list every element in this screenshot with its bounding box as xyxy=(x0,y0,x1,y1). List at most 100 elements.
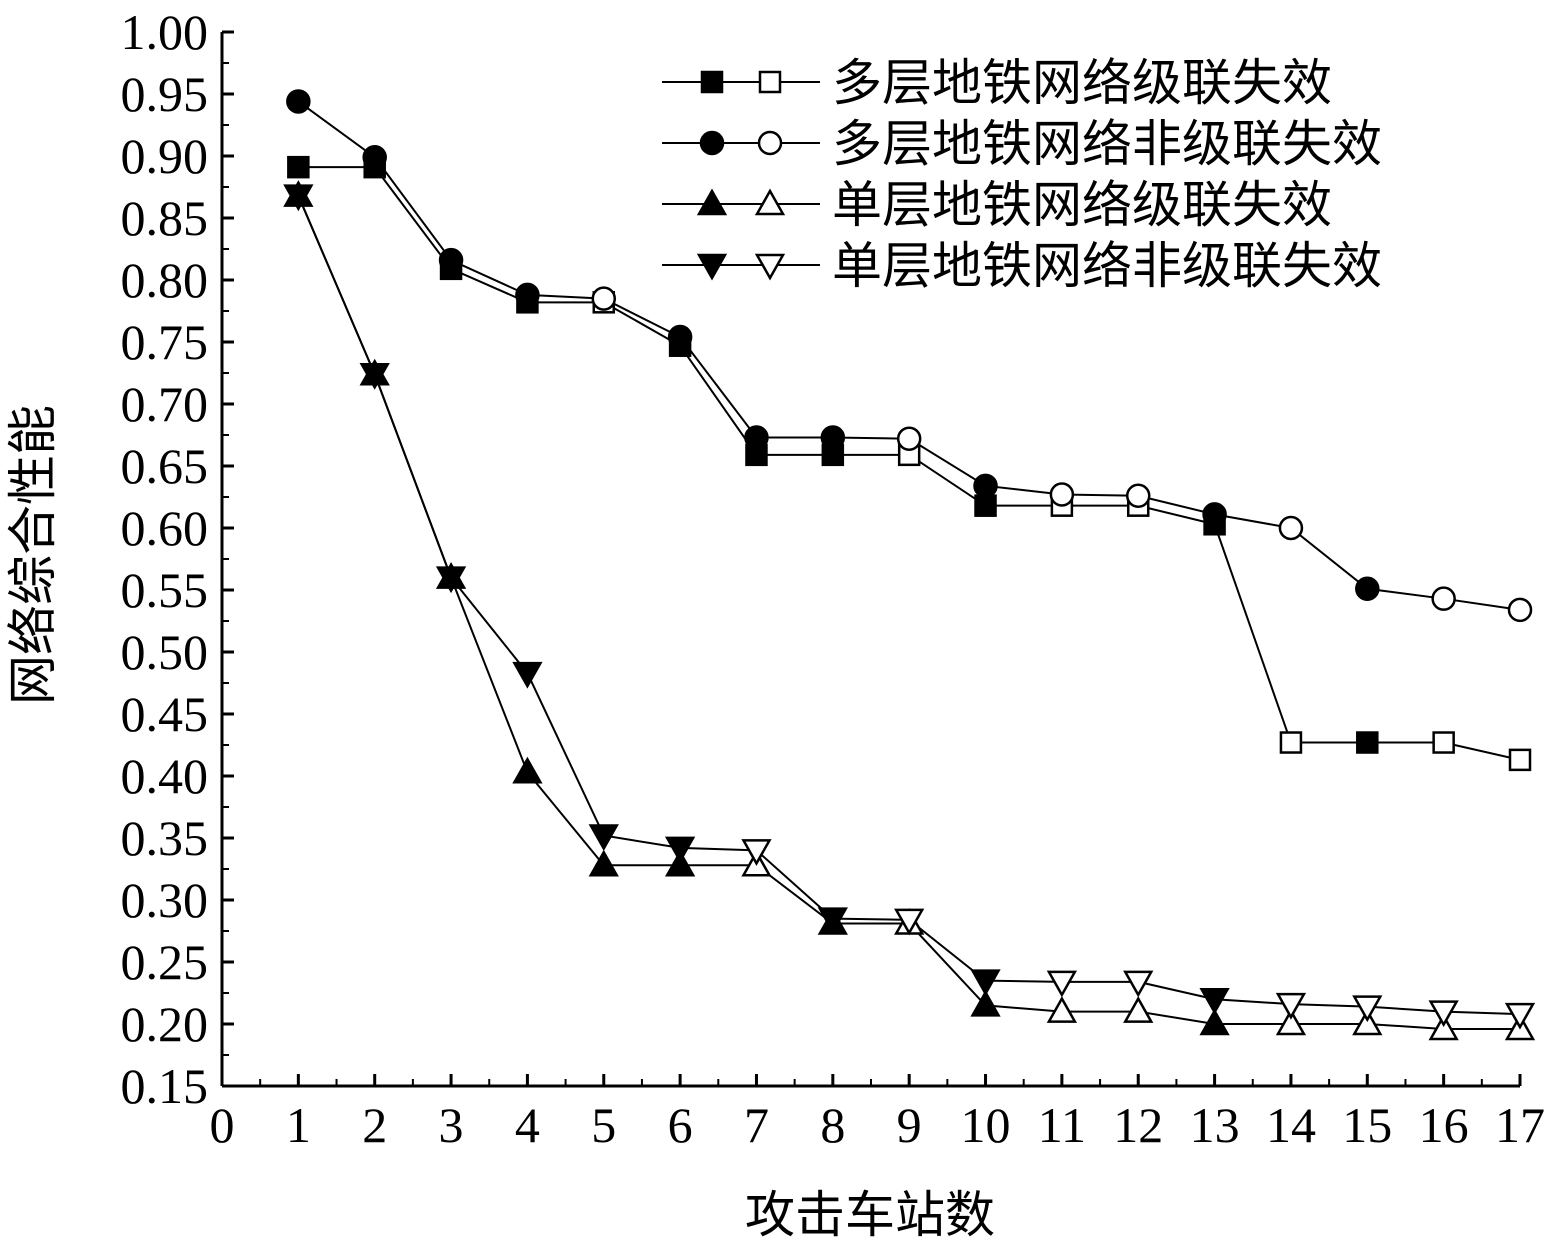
data-point-single-noncascade xyxy=(664,836,696,864)
legend-marker-open xyxy=(754,253,786,281)
data-point-multilayer-noncascade xyxy=(1278,515,1304,541)
y-tick-label: 0.55 xyxy=(121,562,209,618)
data-point-single-noncascade xyxy=(435,566,467,594)
data-point-multilayer-cascade xyxy=(287,155,310,179)
legend-label: 单层地铁网络非级联失效 xyxy=(832,237,1382,295)
x-tick-label: 11 xyxy=(1038,1097,1086,1153)
data-point-multilayer-cascade xyxy=(1356,731,1379,754)
x-tick-label: 9 xyxy=(897,1097,922,1153)
data-point-multilayer-noncascade xyxy=(362,144,387,170)
y-tick-label: 0.95 xyxy=(121,66,209,122)
y-tick-label: 0.15 xyxy=(121,1058,209,1114)
data-point-multilayer-noncascade xyxy=(1049,482,1075,507)
data-point-single-noncascade xyxy=(1199,987,1230,1015)
data-point-multilayer-noncascade xyxy=(591,286,617,311)
data-point-multilayer-cascade xyxy=(1508,748,1532,772)
legend-marker-open xyxy=(758,70,782,94)
legend-marker-filled xyxy=(699,130,725,156)
data-point-single-noncascade xyxy=(741,839,772,866)
x-tick-label: 14 xyxy=(1266,1097,1316,1153)
legend-marker-open xyxy=(754,188,786,216)
x-tick-label: 1 xyxy=(286,1097,311,1153)
data-point-multilayer-noncascade xyxy=(744,425,769,450)
y-tick-label: 0.50 xyxy=(121,624,209,680)
legend-marker-filled xyxy=(696,253,728,281)
legend-marker-filled xyxy=(700,70,724,94)
data-point-single-cascade xyxy=(1352,1008,1383,1036)
legend-label: 单层地铁网络级联失效 xyxy=(832,176,1332,234)
data-point-multilayer-cascade xyxy=(1279,731,1303,754)
data-point-single-cascade xyxy=(588,849,619,877)
data-point-multilayer-noncascade xyxy=(286,89,311,114)
x-tick-label: 16 xyxy=(1419,1097,1469,1153)
y-tick-label: 0.35 xyxy=(121,810,209,866)
y-tick-label: 0.25 xyxy=(121,934,209,990)
data-point-single-cascade xyxy=(664,849,696,877)
legend-marker-open xyxy=(757,130,783,156)
x-tick-label: 6 xyxy=(668,1097,693,1153)
x-tick-label: 7 xyxy=(744,1097,769,1153)
y-tick-label: 0.70 xyxy=(121,376,209,432)
x-tick-label: 13 xyxy=(1190,1097,1240,1153)
y-axis-title: 网络综合性能 xyxy=(4,405,62,705)
data-point-multilayer-cascade xyxy=(1432,731,1455,754)
axes: 0.15 0.20 0.25 0.30 0.35 0.40 0.45 0.50 0.55 0.60… xyxy=(121,4,1546,1153)
y-tick-label: 0.30 xyxy=(121,872,209,928)
data-point-single-noncascade xyxy=(1275,992,1307,1020)
x-axis-title: 攻击车站数 xyxy=(745,1186,995,1244)
x-tick-label: 12 xyxy=(1113,1097,1163,1153)
data-point-single-noncascade xyxy=(588,824,619,852)
x-tick-label: 8 xyxy=(820,1097,845,1153)
data-point-single-noncascade xyxy=(817,907,848,935)
data-point-single-noncascade xyxy=(359,362,390,390)
data-point-single-noncascade xyxy=(970,969,1001,997)
y-tick-label: 0.60 xyxy=(121,500,209,556)
data-point-multilayer-noncascade xyxy=(973,473,998,499)
series-markers xyxy=(283,89,1536,1041)
data-point-multilayer-noncascade xyxy=(1125,483,1151,509)
data-point-single-noncascade xyxy=(512,661,543,689)
series-line-single-noncascade xyxy=(297,195,1521,1016)
y-tick-label: 0.90 xyxy=(121,128,209,184)
x-tick-label: 5 xyxy=(591,1097,616,1153)
legend: 多层地铁网络级联失效多层地铁网络非级联失效单层地铁网络级联失效单层地铁网络非级联… xyxy=(662,54,1382,295)
data-point-multilayer-noncascade xyxy=(1431,586,1456,611)
data-point-single-cascade xyxy=(1123,996,1154,1023)
series-line-single-cascade xyxy=(297,195,1520,1030)
data-point-multilayer-noncascade xyxy=(820,425,846,450)
x-tick-label: 2 xyxy=(362,1097,387,1153)
y-tick-label: 0.45 xyxy=(121,686,209,742)
data-point-multilayer-noncascade xyxy=(1507,597,1533,623)
x-tick-label: 0 xyxy=(210,1097,235,1153)
y-tick-label: 0.40 xyxy=(121,748,209,804)
data-point-single-cascade xyxy=(1428,1013,1459,1041)
x-tick-label: 15 xyxy=(1342,1097,1392,1153)
data-point-single-noncascade xyxy=(894,908,925,936)
data-point-single-noncascade xyxy=(1046,970,1078,998)
y-tick-label: 0.85 xyxy=(121,190,209,246)
data-point-single-noncascade xyxy=(1123,970,1154,998)
legend-label: 多层地铁网络非级联失效 xyxy=(832,115,1382,173)
x-tick-label: 3 xyxy=(439,1097,464,1153)
data-point-multilayer-noncascade xyxy=(1355,576,1380,602)
data-point-single-cascade xyxy=(1275,1008,1307,1036)
data-point-multilayer-noncascade xyxy=(896,426,922,451)
data-point-single-cascade xyxy=(1199,1008,1230,1036)
y-tick-label: 0.20 xyxy=(121,996,209,1052)
y-tick-label: 0.75 xyxy=(121,314,209,370)
data-point-single-noncascade xyxy=(1504,1002,1536,1030)
data-point-single-noncascade xyxy=(283,184,314,212)
data-point-single-cascade xyxy=(1046,996,1078,1023)
data-point-multilayer-cascade xyxy=(974,494,997,517)
x-tick-label: 10 xyxy=(961,1097,1011,1153)
data-point-single-noncascade xyxy=(1352,995,1383,1023)
data-point-single-cascade xyxy=(970,989,1001,1017)
x-tick-label: 4 xyxy=(515,1097,540,1153)
data-point-multilayer-noncascade xyxy=(438,247,464,273)
data-point-multilayer-noncascade xyxy=(515,282,540,308)
data-point-single-cascade xyxy=(512,756,543,784)
y-tick-label: 0.80 xyxy=(121,252,209,308)
data-point-single-noncascade xyxy=(1428,1000,1459,1028)
